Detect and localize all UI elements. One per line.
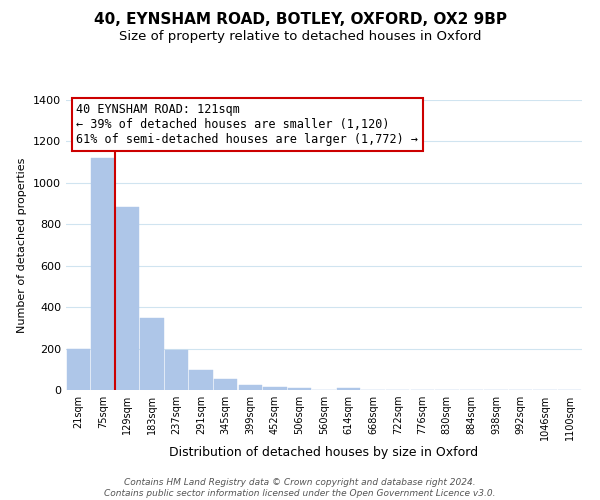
- Text: Size of property relative to detached houses in Oxford: Size of property relative to detached ho…: [119, 30, 481, 43]
- Text: 40 EYNSHAM ROAD: 121sqm
← 39% of detached houses are smaller (1,120)
61% of semi: 40 EYNSHAM ROAD: 121sqm ← 39% of detache…: [76, 103, 418, 146]
- Bar: [67, 348, 90, 390]
- Bar: [263, 387, 287, 390]
- Bar: [165, 350, 188, 390]
- Bar: [337, 388, 360, 390]
- Bar: [140, 318, 164, 390]
- X-axis label: Distribution of detached houses by size in Oxford: Distribution of detached houses by size …: [169, 446, 479, 458]
- Text: Contains HM Land Registry data © Crown copyright and database right 2024.
Contai: Contains HM Land Registry data © Crown c…: [104, 478, 496, 498]
- Bar: [288, 388, 311, 390]
- Text: 40, EYNSHAM ROAD, BOTLEY, OXFORD, OX2 9BP: 40, EYNSHAM ROAD, BOTLEY, OXFORD, OX2 9B…: [94, 12, 506, 28]
- Bar: [190, 370, 213, 390]
- Bar: [239, 385, 262, 390]
- Bar: [116, 206, 139, 390]
- Y-axis label: Number of detached properties: Number of detached properties: [17, 158, 28, 332]
- Bar: [214, 378, 238, 390]
- Bar: [91, 158, 115, 390]
